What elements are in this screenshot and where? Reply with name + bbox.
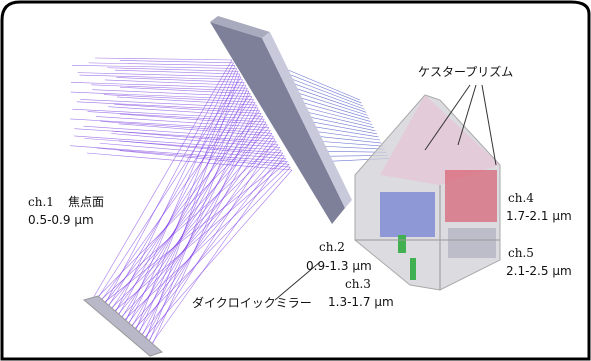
channel-range: 1.3-1.7 μm <box>328 295 394 309</box>
ch5-region <box>448 228 496 258</box>
diagram: ケスタープリズム ダイクロイックミラー ch.1 焦点面 0.5-0.9 μm … <box>0 0 591 361</box>
prism-label: ケスタープリズム <box>418 64 513 79</box>
channel-range: 1.7-2.1 μm <box>506 209 572 223</box>
channel-name: ch.5 <box>508 246 534 260</box>
ch2-spot <box>398 235 406 253</box>
channel-name: ch.3 <box>345 277 371 291</box>
mirror-label: ダイクロイックミラー <box>192 295 312 310</box>
channel-name: ch.1 <box>28 195 54 209</box>
channel-extra: 焦点面 <box>68 195 104 209</box>
channel-range: 2.1-2.5 μm <box>506 264 572 278</box>
channel-range: 0.5-0.9 μm <box>28 213 94 227</box>
channel-name: ch.2 <box>319 240 345 254</box>
channel-range: 0.9-1.3 μm <box>306 259 372 273</box>
ch4-region <box>445 170 497 222</box>
ch3-spot <box>410 258 416 280</box>
channel-name: ch.4 <box>508 191 534 205</box>
ch2-region <box>380 192 435 237</box>
